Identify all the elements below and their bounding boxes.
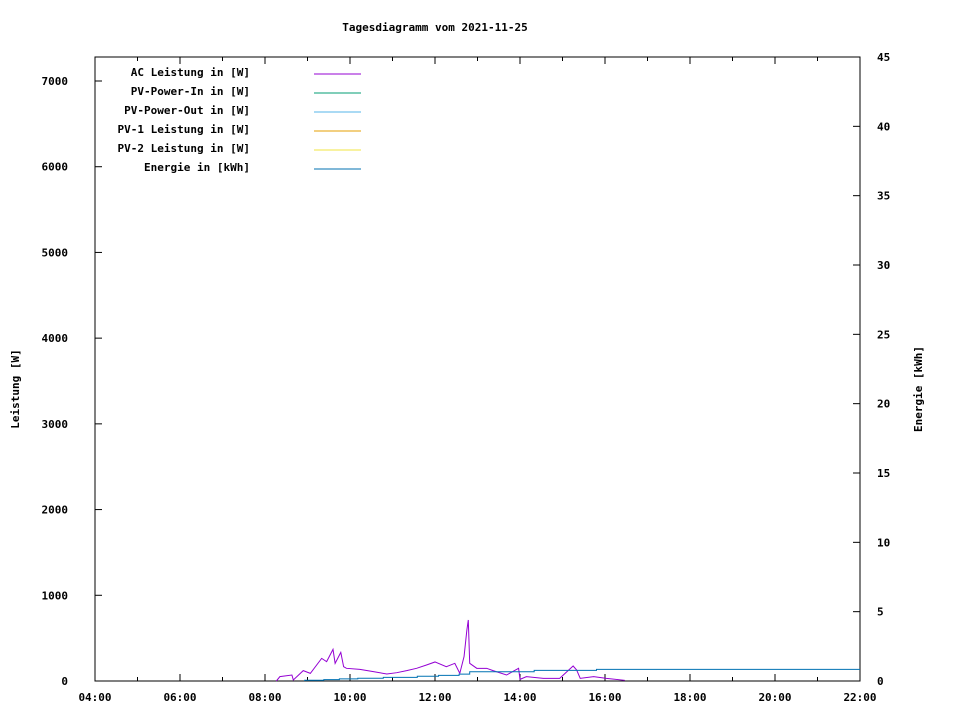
x-tick-label: 12:00 [418,691,451,704]
x-tick-label: 08:00 [248,691,281,704]
y2-tick-label: 40 [877,120,890,133]
y2-tick-label: 20 [877,398,890,411]
y-tick-label: 6000 [42,161,69,174]
x-tick-label: 04:00 [78,691,111,704]
series-line-0 [275,619,625,682]
x-tick-label: 14:00 [503,691,536,704]
x-tick-label: 22:00 [843,691,876,704]
legend-label: Energie in [kWh] [144,161,250,174]
y2-tick-label: 0 [877,675,884,688]
legend-label: AC Leistung in [W] [131,66,250,79]
x-tick-label: 20:00 [758,691,791,704]
y2-tick-label: 30 [877,259,890,272]
x-tick-label: 16:00 [588,691,621,704]
y2-tick-label: 5 [877,606,884,619]
legend-label: PV-Power-In in [W] [131,85,250,98]
y2-tick-label: 45 [877,51,890,64]
y-tick-label: 2000 [42,504,69,517]
y-tick-label: 4000 [42,332,69,345]
legend-label: PV-1 Leistung in [W] [118,123,250,136]
x-tick-label: 10:00 [333,691,366,704]
y-tick-label: 5000 [42,246,69,259]
y2-tick-label: 35 [877,190,890,203]
y2-tick-label: 15 [877,467,890,480]
y-tick-label: 3000 [42,418,69,431]
y-axis-label: Leistung [W] [9,349,22,428]
y-tick-label: 0 [61,675,68,688]
legend-label: PV-2 Leistung in [W] [118,142,250,155]
x-tick-label: 18:00 [673,691,706,704]
y-tick-label: 7000 [42,75,69,88]
series-line-5 [304,668,860,681]
legend-label: PV-Power-Out in [W] [124,104,250,117]
y-tick-label: 1000 [42,589,69,602]
y2-tick-label: 25 [877,328,890,341]
x-tick-label: 06:00 [163,691,196,704]
y2-axis-label: Energie [kWh] [912,346,925,432]
y2-tick-label: 10 [877,536,890,549]
chart-title: Tagesdiagramm vom 2021-11-25 [342,21,527,34]
